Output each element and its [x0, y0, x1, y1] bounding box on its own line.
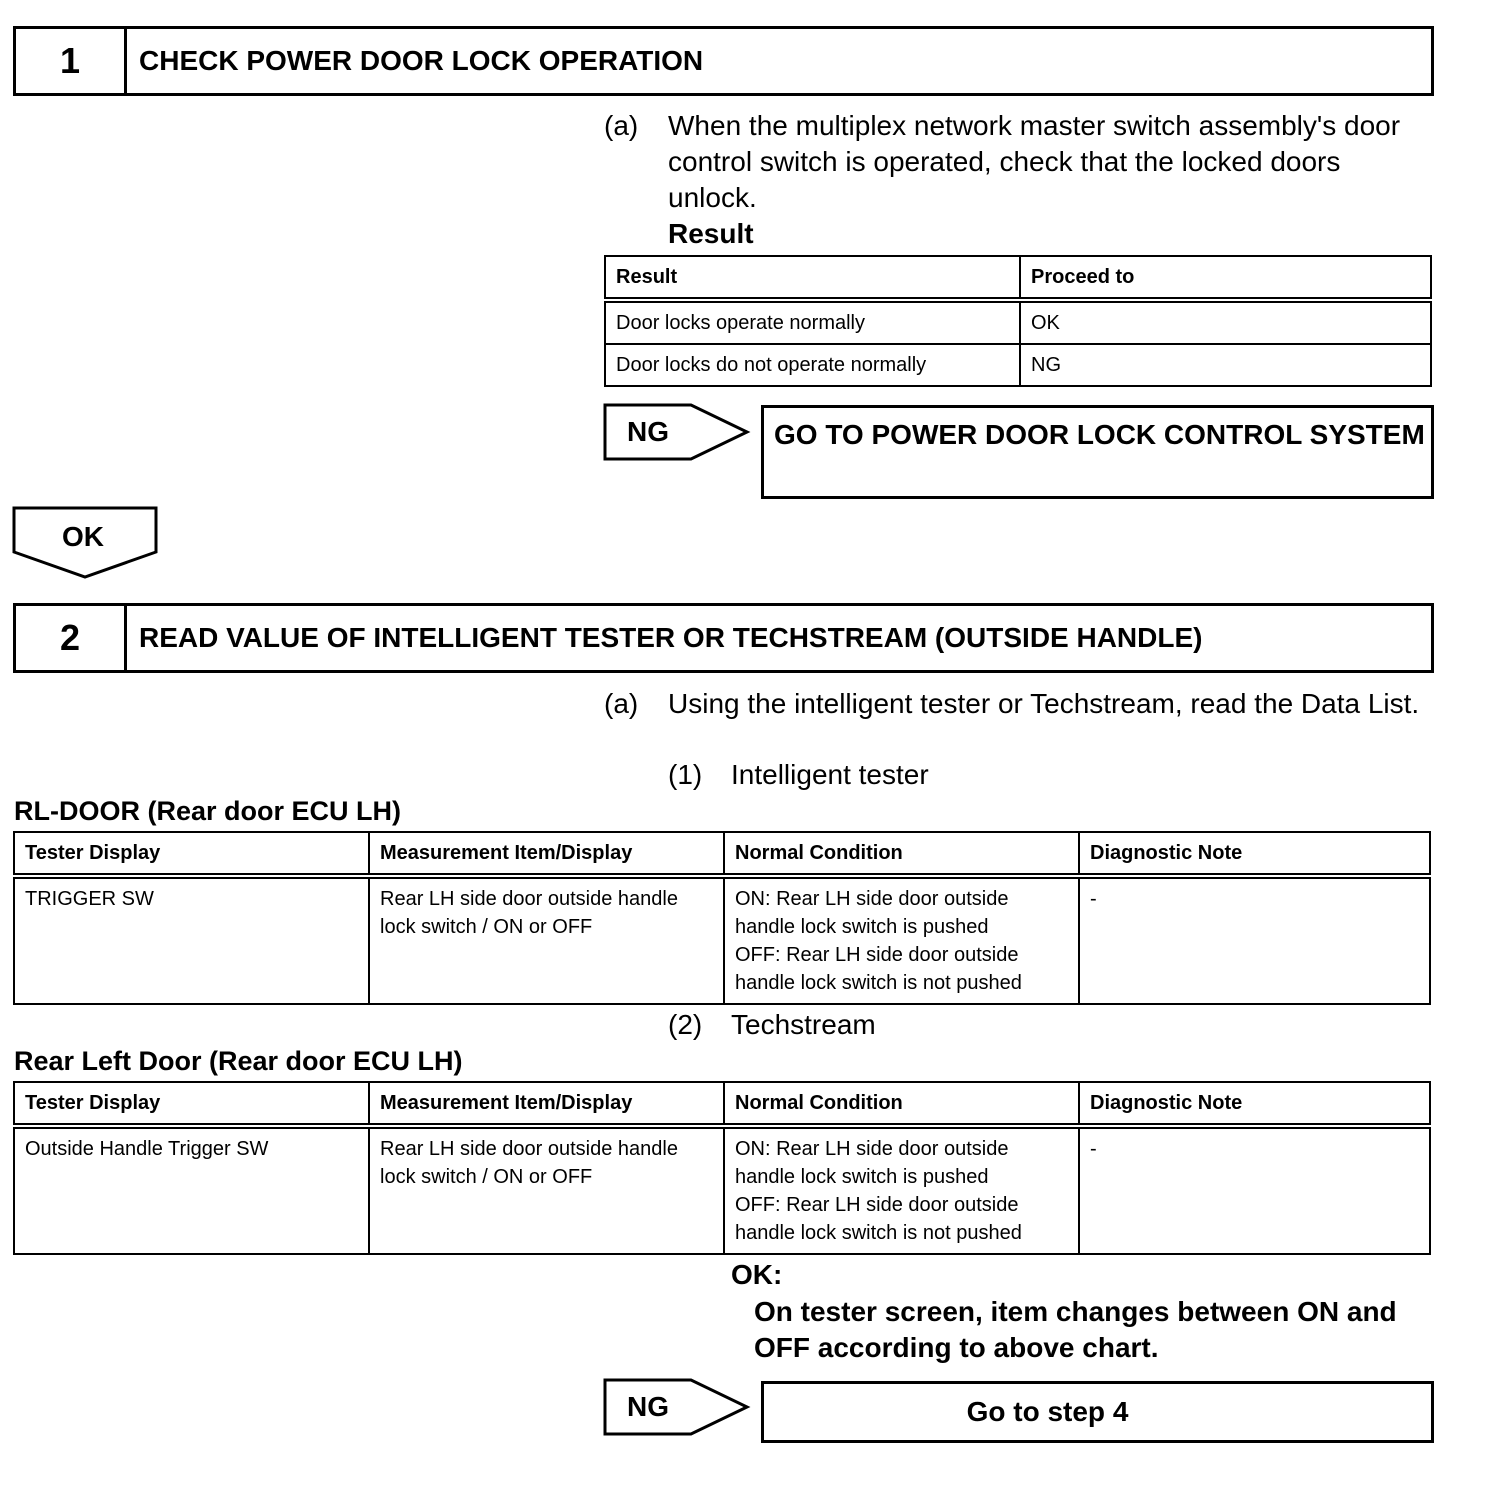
- ok-arrow: OK: [12, 506, 158, 579]
- step-number: 1: [16, 29, 127, 93]
- sub-text: Techstream: [731, 1009, 876, 1040]
- data-list-table-1: Tester Display Measurement Item/Display No…: [13, 831, 1431, 1005]
- result-table: Result Proceed to Door locks operate norm…: [604, 255, 1432, 387]
- col-header: Tester Display: [13, 1081, 370, 1129]
- col-header: Measurement Item/Display: [368, 831, 725, 879]
- go-to-step-link[interactable]: Go to step 4: [966, 1396, 1129, 1427]
- cell: Door locks do not operate normally: [604, 343, 1021, 387]
- cell: Rear LH side door outside handle lock sw…: [368, 1125, 725, 1255]
- ng-arrow: NG: [603, 403, 751, 461]
- col-header: Normal Condition: [723, 831, 1080, 879]
- table-row: Outside Handle Trigger SW Rear LH side do…: [13, 1125, 1431, 1255]
- instruction-text: Using the intelligent tester or Techstre…: [668, 688, 1420, 719]
- sub-marker: (1): [668, 759, 703, 790]
- step-title: CHECK POWER DOOR LOCK OPERATION: [139, 45, 704, 76]
- cell: ON: Rear LH side door outside handle loc…: [723, 875, 1080, 1005]
- step-1-header: 1 CHECK POWER DOOR LOCK OPERATION: [13, 26, 1434, 96]
- cell: Outside Handle Trigger SW: [13, 1125, 370, 1255]
- table-row: Door locks do not operate normally NG: [604, 343, 1432, 387]
- col-header: Measurement Item/Display: [368, 1081, 725, 1129]
- cell: Door locks operate normally: [604, 299, 1021, 345]
- table-title: Rear Left Door (Rear door ECU LH): [14, 1046, 463, 1076]
- ng-label: NG: [627, 416, 669, 447]
- cell: TRIGGER SW: [13, 875, 370, 1005]
- table-title: RL-DOOR (Rear door ECU LH): [14, 796, 401, 826]
- cell: NG: [1019, 343, 1432, 387]
- col-header: Diagnostic Note: [1078, 831, 1431, 879]
- table-row: TRIGGER SW Rear LH side door outside hand…: [13, 875, 1431, 1005]
- step-title: READ VALUE OF INTELLIGENT TESTER OR TECH…: [139, 622, 1203, 653]
- cell: ON: Rear LH side door outside handle loc…: [723, 1125, 1080, 1255]
- result-label: Result: [668, 218, 754, 249]
- table-row: Door locks operate normally OK: [604, 299, 1432, 345]
- instruction-text: When the multiplex network master switch…: [668, 110, 1401, 213]
- cell: -: [1078, 1125, 1431, 1255]
- sub-marker: (2): [668, 1009, 703, 1040]
- col-header: Tester Display: [13, 831, 370, 879]
- ok-label: OK: [62, 521, 104, 552]
- col-header: Diagnostic Note: [1078, 1081, 1431, 1129]
- ng-target-box: GO TO POWER DOOR LOCK CONTROL SYSTEM: [761, 405, 1434, 499]
- step-number: 2: [16, 606, 127, 670]
- step-2-header: 2 READ VALUE OF INTELLIGENT TESTER OR TE…: [13, 603, 1434, 673]
- ng-target-box[interactable]: Go to step 4: [761, 1381, 1434, 1443]
- col-header: Result: [604, 255, 1021, 303]
- ok-criteria: On tester screen, item changes between O…: [754, 1296, 1397, 1363]
- sub-text: Intelligent tester: [731, 759, 929, 790]
- cell: OK: [1019, 299, 1432, 345]
- data-list-table-2: Tester Display Measurement Item/Display No…: [13, 1081, 1431, 1255]
- item-marker: (a): [604, 688, 639, 719]
- item-marker: (a): [604, 110, 639, 141]
- col-header: Normal Condition: [723, 1081, 1080, 1129]
- col-header: Proceed to: [1019, 255, 1432, 303]
- ok-heading: OK:: [731, 1259, 783, 1290]
- ng-label: NG: [627, 1391, 669, 1422]
- ng-arrow: NG: [603, 1378, 751, 1436]
- cell: Rear LH side door outside handle lock sw…: [368, 875, 725, 1005]
- cell: -: [1078, 875, 1431, 1005]
